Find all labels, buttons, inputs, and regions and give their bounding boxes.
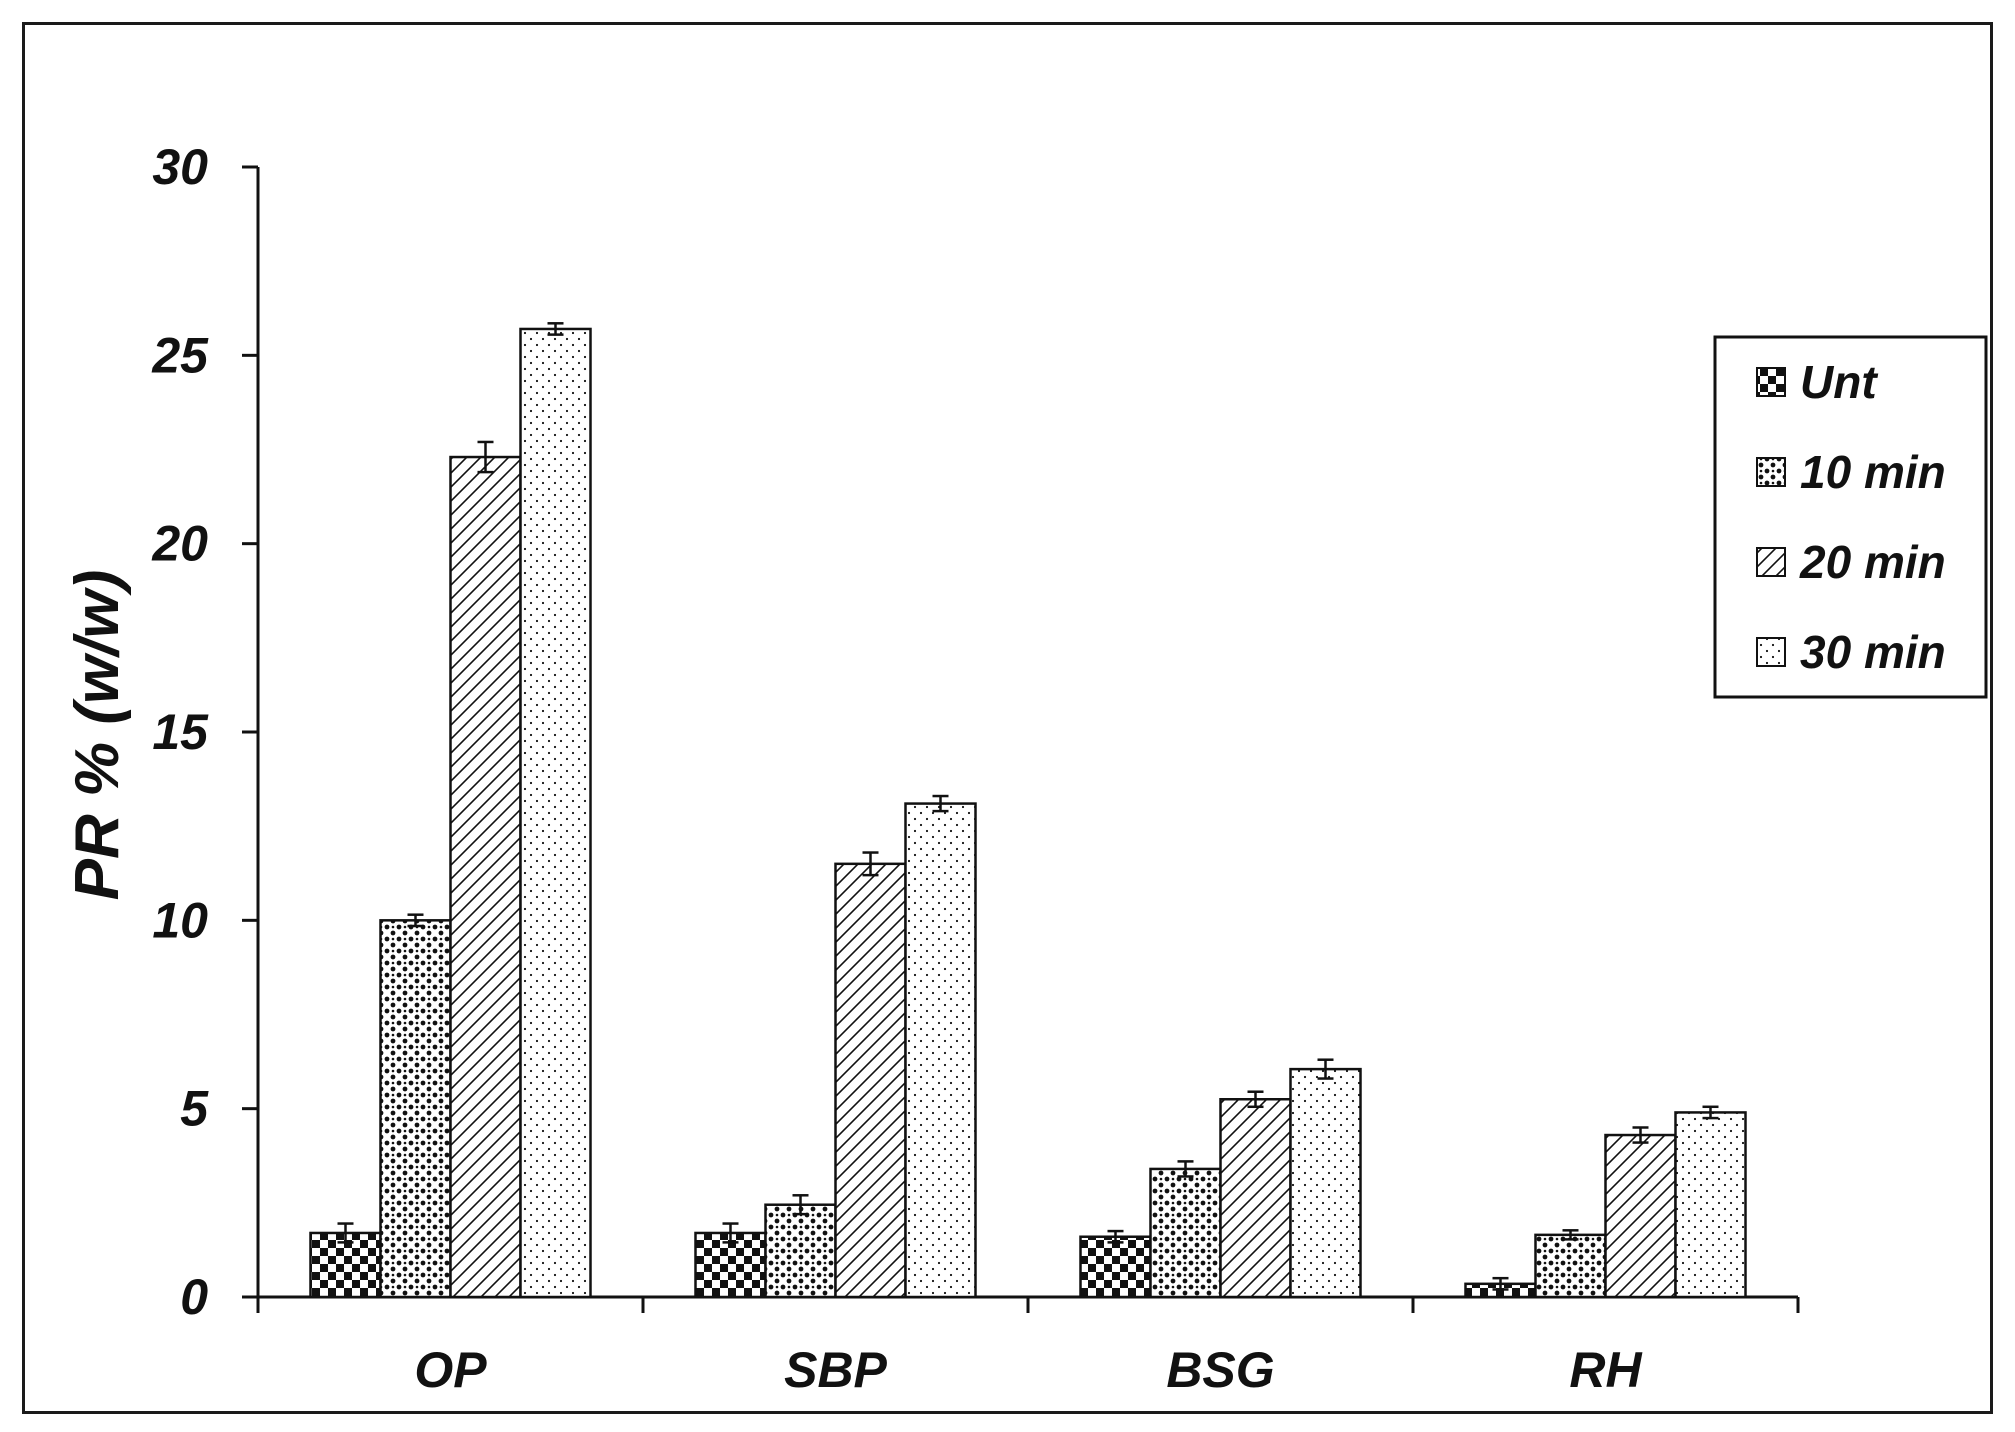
bars-group xyxy=(309,327,1747,1299)
error-bar xyxy=(792,1194,809,1216)
bar-bsg-30-min xyxy=(1289,1067,1362,1299)
x-category-label: RH xyxy=(1569,1342,1642,1398)
legend-item: Unt xyxy=(1756,356,1878,408)
error-bar xyxy=(477,440,494,474)
legend: Unt 10 min 20 min 30 min xyxy=(1713,335,1988,699)
legend-swatch xyxy=(1756,367,1786,397)
bar-rh-30-min xyxy=(1674,1111,1747,1299)
error-bar xyxy=(1492,1276,1509,1291)
legend-label: 20 min xyxy=(1799,536,1946,588)
error-bar xyxy=(932,794,949,813)
error-bar xyxy=(407,913,424,928)
error-bar xyxy=(1107,1229,1124,1244)
y-tick-label: 25 xyxy=(151,327,209,383)
y-tick-label: 15 xyxy=(152,704,209,760)
error-bar xyxy=(1317,1058,1334,1080)
error-bar xyxy=(862,851,879,877)
bar-op-10-min xyxy=(379,919,452,1299)
y-tick-label: 5 xyxy=(180,1081,209,1137)
y-tick-label: 30 xyxy=(152,139,208,195)
error-bar xyxy=(1632,1126,1649,1144)
legend-label: Unt xyxy=(1800,356,1878,408)
x-category-label: OP xyxy=(414,1342,487,1398)
bar-sbp-30-min xyxy=(904,802,977,1299)
bar-bsg-10-min xyxy=(1149,1167,1222,1299)
y-tick-label: 10 xyxy=(152,892,208,948)
bar-sbp-20-min xyxy=(834,862,907,1299)
error-bar xyxy=(337,1222,354,1244)
legend-swatch xyxy=(1756,637,1786,667)
error-bar xyxy=(722,1222,739,1244)
legend-label: 10 min xyxy=(1800,446,1946,498)
x-category-label: BSG xyxy=(1166,1342,1274,1398)
error-bar xyxy=(1247,1090,1264,1109)
y-tick-label: 0 xyxy=(180,1269,208,1325)
error-bar xyxy=(1562,1229,1579,1241)
bar-bsg-20-min xyxy=(1219,1098,1292,1299)
legend-item: 20 min xyxy=(1756,536,1946,588)
bar-rh-20-min xyxy=(1604,1133,1677,1299)
legend-item: 30 min xyxy=(1756,626,1946,678)
bar-op-30-min xyxy=(519,327,592,1299)
legend-swatch xyxy=(1756,457,1786,487)
error-bars-group xyxy=(337,322,1719,1291)
bar-rh-10-min xyxy=(1534,1233,1607,1299)
error-bar xyxy=(1702,1105,1719,1120)
bar-sbp-10-min xyxy=(764,1203,837,1299)
bar-bsg-unt xyxy=(1079,1235,1152,1299)
y-tick-label: 20 xyxy=(151,516,208,572)
legend-swatch xyxy=(1756,547,1786,577)
error-bar xyxy=(547,322,564,336)
legend-item: 10 min xyxy=(1756,446,1946,498)
y-tick-labels: 0 5 10 15 20 25 30 xyxy=(151,139,209,1325)
x-tick-labels: OP SBP BSG RH xyxy=(414,1342,1642,1398)
x-category-label: SBP xyxy=(784,1342,887,1398)
error-bar xyxy=(1177,1160,1194,1178)
bar-op-20-min xyxy=(449,455,522,1299)
legend-label: 30 min xyxy=(1800,626,1946,678)
y-axis-title: PR % (w/w) xyxy=(63,570,132,901)
